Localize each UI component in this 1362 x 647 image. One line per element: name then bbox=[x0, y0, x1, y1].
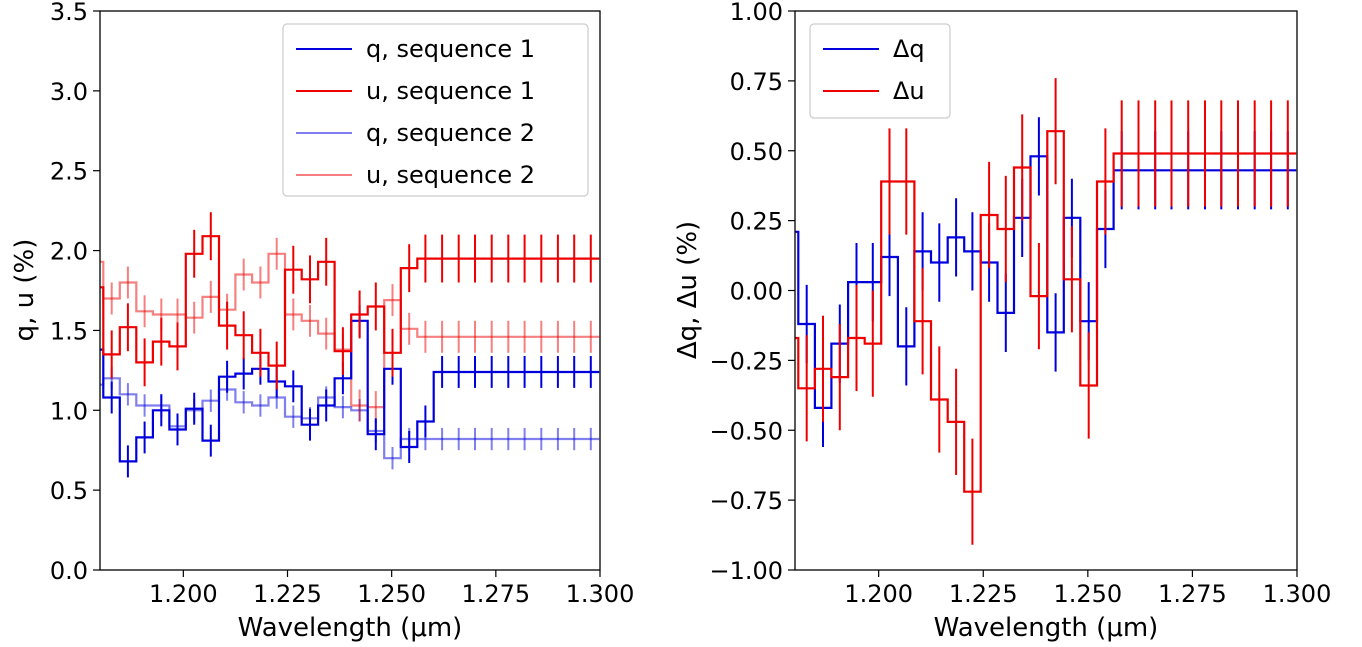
right-series-line-q bbox=[795, 155, 1297, 409]
left-legend-entry-3: q, sequence 2 bbox=[296, 119, 535, 147]
left-x-tick-label: 1.225 bbox=[253, 580, 322, 608]
right-y-tick-label: −1.00 bbox=[709, 557, 783, 585]
right-series-line-u bbox=[795, 130, 1297, 493]
right-legend-entry-1: Δq bbox=[823, 35, 925, 63]
right-plot-frame bbox=[794, 10, 1298, 571]
left-y-tick-label: 0.0 bbox=[50, 557, 88, 585]
left-y-tick-label: 1.5 bbox=[50, 317, 88, 345]
legend-label: u, sequence 1 bbox=[366, 77, 535, 105]
legend-label: Δu bbox=[893, 77, 925, 105]
left-ticks-group: 1.200 1.225 1.250 1.275 1.300 0.0 0.5 1.0 1.5 2.0… bbox=[50, 0, 635, 608]
left-series-line-u-sequence-2 bbox=[100, 252, 600, 409]
legend-label: Δq bbox=[893, 35, 925, 63]
left-legend-box bbox=[282, 23, 589, 197]
right-x-tick-label: 1.225 bbox=[949, 580, 1018, 608]
right-y-tick-label: 0.25 bbox=[730, 208, 783, 236]
left-legend-entry-1: q, sequence 1 bbox=[296, 35, 535, 63]
right-y-tick-label: −0.25 bbox=[709, 347, 783, 375]
legend-label: q, sequence 2 bbox=[366, 119, 535, 147]
left-y-tick-label: 0.5 bbox=[50, 477, 88, 505]
left-y-tick-label: 3.5 bbox=[50, 0, 88, 26]
legend-label: q, sequence 1 bbox=[366, 35, 535, 63]
right-x-tick-label: 1.275 bbox=[1158, 580, 1227, 608]
right-y-axis-label: Δq, Δu (%) bbox=[673, 221, 703, 359]
right-legend-entry-2: Δu bbox=[823, 77, 925, 105]
left-series-group bbox=[100, 212, 600, 478]
left-x-tick-label: 1.250 bbox=[357, 580, 426, 608]
left-x-tick-label: 1.275 bbox=[461, 580, 530, 608]
right-y-tick-label: 0.50 bbox=[730, 138, 783, 166]
left-y-tick-label: 2.0 bbox=[50, 238, 88, 266]
right-y-tick-label: −0.50 bbox=[709, 417, 783, 445]
left-plot-frame bbox=[99, 10, 601, 571]
left-x-tick-label: 1.300 bbox=[566, 580, 635, 608]
right-x-tick-label: 1.300 bbox=[1263, 580, 1332, 608]
right-y-tick-label: 0.75 bbox=[730, 68, 783, 96]
right-y-tick-label: 0.00 bbox=[730, 278, 783, 306]
left-legend-entry-4: u, sequence 2 bbox=[296, 161, 535, 189]
left-chart-panel: 1.200 1.225 1.250 1.275 1.300 0.0 0.5 1.0 1.5 2.0… bbox=[10, 0, 634, 643]
right-y-tick-label: −0.75 bbox=[709, 487, 783, 515]
left-legend-entry-2: u, sequence 1 bbox=[296, 77, 535, 105]
legend-label: u, sequence 2 bbox=[366, 161, 535, 189]
left-x-axis-label: Wavelength (μm) bbox=[238, 613, 463, 643]
right-x-tick-label: 1.200 bbox=[844, 580, 913, 608]
right-series-group bbox=[795, 78, 1297, 545]
right-legend: Δq Δu bbox=[809, 23, 951, 119]
left-y-tick-label: 1.0 bbox=[50, 397, 88, 425]
left-x-tick-label: 1.200 bbox=[149, 580, 218, 608]
left-series-line-q-sequence-1 bbox=[100, 319, 600, 463]
right-chart-panel: 1.200 1.225 1.250 1.275 1.300 −1.00 −0.75 −0.50… bbox=[673, 0, 1331, 643]
right-legend-box bbox=[809, 23, 951, 119]
right-x-tick-label: 1.250 bbox=[1053, 580, 1122, 608]
right-ticks-group: 1.200 1.225 1.250 1.275 1.300 −1.00 −0.75 −0.50… bbox=[709, 0, 1331, 608]
right-y-tick-label: 1.00 bbox=[730, 0, 783, 26]
left-y-tick-label: 2.5 bbox=[50, 158, 88, 186]
left-y-axis-label: q, u (%) bbox=[10, 239, 40, 342]
left-legend: q, sequence 1 u, sequence 1 q, sequence … bbox=[282, 23, 589, 197]
right-x-axis-label: Wavelength (μm) bbox=[934, 613, 1159, 643]
left-y-tick-label: 3.0 bbox=[50, 78, 88, 106]
